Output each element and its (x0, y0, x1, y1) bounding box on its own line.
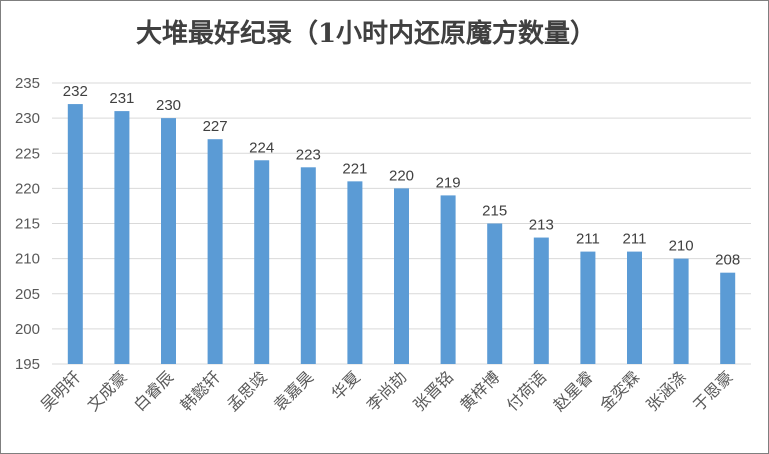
data-label: 223 (296, 146, 321, 163)
category-label: 于恩豪 (689, 367, 736, 414)
y-tick-label: 205 (15, 286, 40, 303)
bar (114, 111, 130, 364)
data-label: 231 (109, 90, 134, 107)
bar (300, 167, 316, 364)
bar (161, 118, 176, 364)
data-label: 215 (482, 203, 507, 220)
bar (487, 223, 503, 364)
data-label: 211 (576, 231, 600, 248)
category-label: 华夏 (328, 367, 364, 403)
category-label: 张涵涤 (643, 367, 690, 414)
data-label: 213 (529, 217, 554, 234)
data-label: 230 (156, 97, 181, 114)
y-tick-label: 210 (15, 251, 40, 268)
data-label: 208 (715, 252, 740, 269)
bar (673, 258, 689, 364)
category-label: 文成豪 (83, 367, 130, 414)
category-label: 韩懿轩 (177, 367, 224, 414)
bar (627, 251, 642, 364)
bar (720, 272, 736, 364)
data-label: 211 (623, 231, 647, 248)
data-label: 224 (249, 139, 274, 156)
data-label: 227 (203, 118, 228, 135)
bar (394, 188, 409, 364)
data-label: 221 (342, 160, 367, 177)
data-label: 220 (389, 167, 414, 184)
category-label: 赵星睿 (549, 367, 596, 414)
data-label: 219 (436, 174, 461, 191)
category-label: 吴明轩 (37, 367, 84, 414)
y-tick-label: 200 (15, 321, 40, 338)
category-label: 孟思竣 (223, 367, 270, 414)
category-label: 李尚劼 (363, 367, 410, 414)
data-label: 210 (669, 238, 694, 255)
chart-title: 大堆最好纪录（1小时内还原魔方数量） (135, 19, 597, 49)
category-label: 张晋铭 (410, 367, 457, 414)
category-label: 金奕霖 (596, 367, 643, 414)
y-tick-label: 230 (15, 110, 40, 127)
category-label: 付荷语 (503, 367, 550, 414)
category-label: 黄梓博 (456, 367, 503, 414)
bar (580, 251, 596, 364)
bar (533, 237, 549, 364)
category-label: 袁嘉昊 (270, 367, 317, 414)
y-tick-label: 220 (15, 180, 40, 197)
bar (207, 139, 223, 364)
y-tick-label: 225 (15, 145, 40, 162)
category-label: 白睿辰 (130, 367, 177, 414)
bar (347, 181, 363, 364)
y-tick-label: 215 (15, 216, 40, 233)
bar (67, 104, 83, 364)
bar (254, 160, 270, 364)
y-tick-label: 195 (15, 356, 40, 373)
y-tick-label: 235 (15, 75, 40, 92)
bar (440, 195, 456, 364)
data-label: 232 (63, 83, 88, 100)
